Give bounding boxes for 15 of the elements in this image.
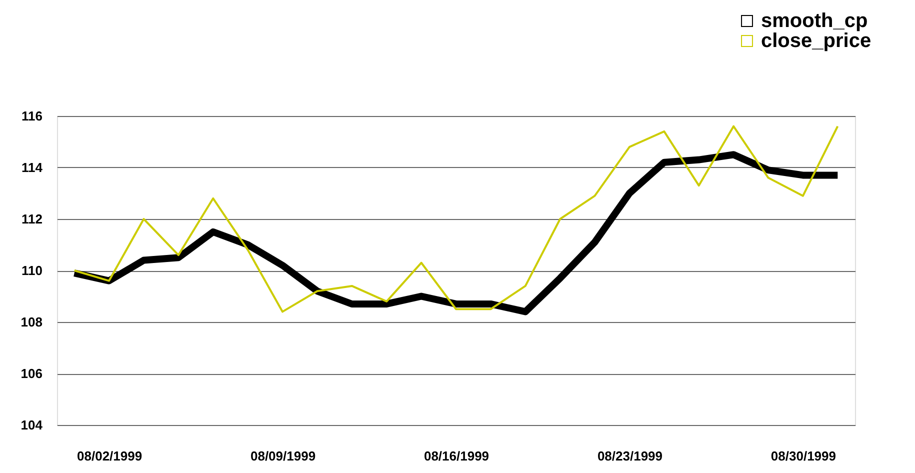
- y-tick-label: 104: [20, 418, 44, 432]
- legend-label: smooth_cp: [761, 10, 868, 32]
- y-tick-label: 112: [22, 212, 42, 226]
- x-tick-label: 08/02/1999: [77, 448, 142, 464]
- y-tick-label: 110: [22, 263, 42, 278]
- x-tick-label: 08/30/1999: [770, 448, 836, 464]
- x-tick-label: 08/09/1999: [250, 448, 316, 464]
- y-tick-label: 106: [20, 366, 42, 381]
- y-tick-label: 116: [22, 108, 42, 124]
- line-series: [73, 125, 839, 313]
- y-tick-label: 108: [20, 314, 42, 330]
- y-tick-label: 114: [22, 160, 44, 175]
- x-tick-label: 08/23/1999: [597, 448, 663, 464]
- legend-label: close_price: [761, 30, 872, 52]
- x-tick-label: 08/16/1999: [424, 448, 490, 464]
